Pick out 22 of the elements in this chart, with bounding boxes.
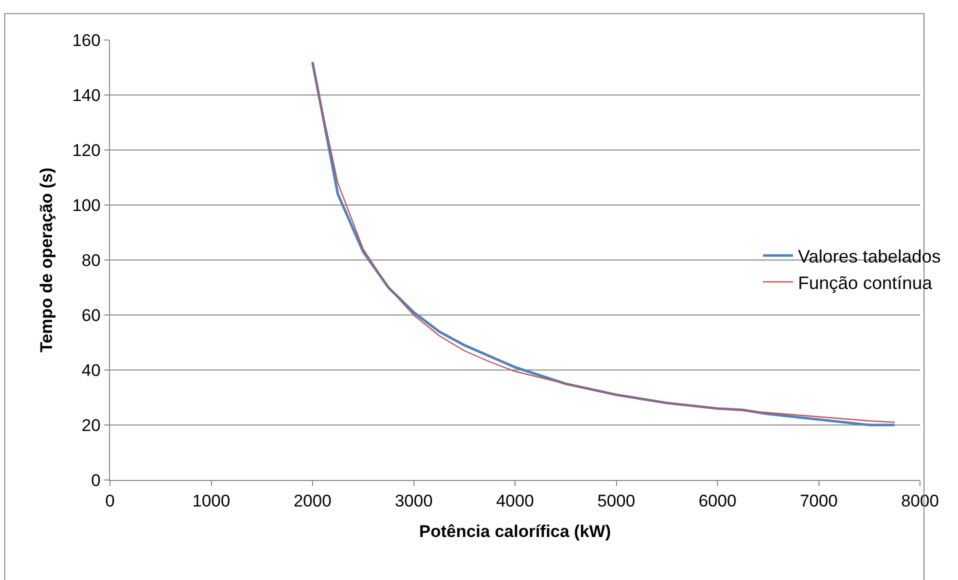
x-tick-label: 6000 [698,491,736,510]
y-tick-label: 160 [72,30,101,50]
x-axis-title: Potência calorífica (kW) [419,522,611,541]
y-tick-label: 40 [82,360,101,380]
y-tick-label: 120 [72,140,101,160]
legend-label: Valores tabelados [798,246,941,267]
y-tick-label: 80 [82,250,101,270]
x-tick-label: 8000 [901,491,939,510]
y-tick-label: 140 [72,86,101,105]
x-tick-label: 1000 [192,491,230,510]
y-axis-title: Tempo de operação (s) [36,168,56,352]
x-tick-label: 7000 [800,491,838,510]
y-tick-label: 100 [72,196,101,215]
y-tick-label: 60 [82,306,101,325]
x-tick-label: 2000 [294,491,332,510]
legend-label: Função contínua [798,272,934,293]
x-tick-label: 4000 [496,491,534,510]
y-tick-label: 20 [82,416,101,435]
y-tick-label: 0 [91,470,101,490]
x-tick-label: 0 [105,491,115,510]
x-tick-label: 3000 [394,491,433,510]
x-tick-label: 5000 [597,491,636,510]
